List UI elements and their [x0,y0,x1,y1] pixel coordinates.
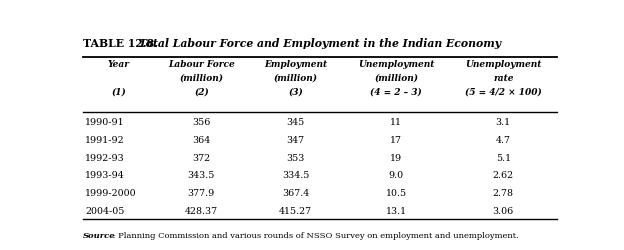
Text: 2004-05: 2004-05 [85,207,125,216]
Text: (million): (million) [179,74,223,83]
Text: 364: 364 [192,136,210,145]
Text: 1993-94: 1993-94 [85,171,125,180]
Text: 377.9: 377.9 [188,189,215,198]
Text: 367.4: 367.4 [282,189,310,198]
Text: 3.06: 3.06 [492,207,514,216]
Text: 9.0: 9.0 [389,171,404,180]
Text: (4 = 2 – 3): (4 = 2 – 3) [371,88,422,96]
Text: 1991-92: 1991-92 [85,136,125,145]
Text: 1992-93: 1992-93 [85,154,125,162]
Text: Labour Force: Labour Force [168,60,235,69]
Text: rate: rate [493,74,514,83]
Text: 11: 11 [390,118,402,127]
Text: 1990-91: 1990-91 [85,118,125,127]
Text: Unemployment: Unemployment [465,60,542,69]
Text: 10.5: 10.5 [386,189,407,198]
Text: 17: 17 [390,136,402,145]
Text: : Planning Commission and various rounds of NSSO Survey on employment and unempl: : Planning Commission and various rounds… [110,232,519,240]
Text: (2): (2) [194,88,208,96]
Text: Employment: Employment [264,60,327,69]
Text: (1): (1) [111,88,126,96]
Text: 415.27: 415.27 [279,207,312,216]
Text: Year: Year [107,60,130,69]
Text: (million): (million) [273,74,318,83]
Text: 428.37: 428.37 [185,207,218,216]
Text: 1999-2000: 1999-2000 [85,189,137,198]
Text: 334.5: 334.5 [282,171,310,180]
Text: 19: 19 [390,154,402,162]
Text: 356: 356 [192,118,210,127]
Text: 5.1: 5.1 [495,154,511,162]
Text: 2.62: 2.62 [493,171,514,180]
Text: 372: 372 [192,154,210,162]
Text: Source: Source [83,232,115,240]
Text: Unemployment: Unemployment [358,60,434,69]
Text: 13.1: 13.1 [386,207,407,216]
Text: 4.7: 4.7 [495,136,511,145]
Text: Total Labour Force and Employment in the Indian Economy: Total Labour Force and Employment in the… [135,38,501,49]
Text: 347: 347 [286,136,305,145]
Text: (5 = 4/2 × 100): (5 = 4/2 × 100) [465,88,542,96]
Text: (3): (3) [288,88,303,96]
Text: 343.5: 343.5 [188,171,215,180]
Text: 3.1: 3.1 [495,118,511,127]
Text: 2.78: 2.78 [493,189,514,198]
Text: (million): (million) [374,74,418,83]
Text: 345: 345 [286,118,305,127]
Text: 353: 353 [286,154,305,162]
Text: TABLE 12.8.: TABLE 12.8. [83,38,158,49]
